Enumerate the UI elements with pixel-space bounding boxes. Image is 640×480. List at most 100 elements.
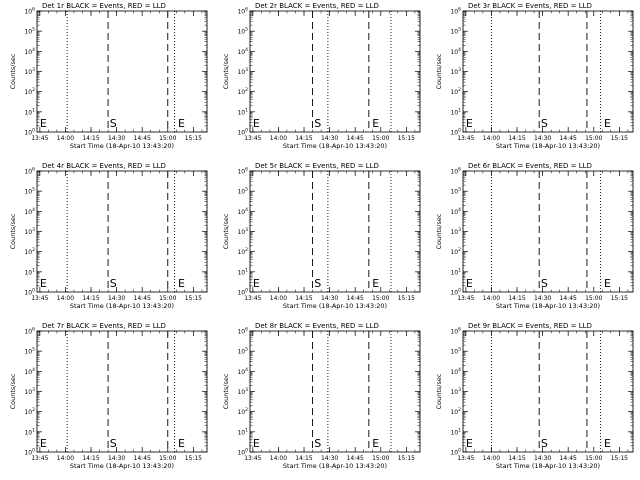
x-tick-label: 14:45	[347, 455, 364, 462]
marker-s-label: S	[110, 437, 117, 450]
marker-e-label: E	[178, 437, 185, 450]
panel-det-2: Det 2r BLACK = Events, RED = LLD 100 101 10…	[222, 2, 421, 150]
x-tick-label: 15:15	[398, 295, 415, 302]
marker-e-label: E	[604, 117, 611, 130]
x-axis-label: Start Time (18-Apr-10 13:43:20)	[70, 142, 174, 150]
x-tick-label: 14:00	[483, 455, 500, 462]
panel-title: Det 4r BLACK = Events, RED = LLD	[42, 162, 166, 170]
y-axis-label: Counts/sec	[222, 53, 230, 89]
x-tick-label: 14:30	[534, 295, 551, 302]
y-axis-label: Counts/sec	[222, 373, 230, 409]
y-tick-label: 104	[24, 47, 35, 56]
y-tick-label: 104	[450, 367, 461, 376]
y-tick-label: 101	[24, 107, 35, 116]
marker-e-label: E	[40, 117, 47, 130]
marker-s-label: S	[541, 117, 548, 130]
y-tick-label: 100	[237, 128, 248, 137]
y-tick-label: 101	[24, 267, 35, 276]
x-tick-label: 13:45	[244, 295, 261, 302]
x-tick-label: 13:45	[457, 295, 474, 302]
y-axis-label: Counts/sec	[9, 213, 17, 249]
x-axis-label: Start Time (18-Apr-10 13:43:20)	[70, 302, 174, 310]
marker-e-label: E	[466, 117, 473, 130]
y-tick-label: 104	[237, 47, 248, 56]
plot-frame	[249, 10, 421, 133]
x-tick-label: 15:00	[585, 135, 602, 142]
x-axis-label: Start Time (18-Apr-10 13:43:20)	[70, 462, 174, 470]
marker-s-label: S	[541, 437, 548, 450]
marker-e-label: E	[372, 277, 379, 290]
y-tick-label: 104	[450, 207, 461, 216]
y-tick-label: 106	[237, 7, 248, 16]
marker-e-label: E	[253, 437, 260, 450]
y-tick-label: 100	[237, 288, 248, 297]
marker-s-label: S	[314, 277, 321, 290]
y-tick-label: 105	[237, 27, 248, 36]
marker-e-label: E	[253, 277, 260, 290]
plot-frame	[249, 330, 421, 453]
x-tick-label: 14:45	[347, 295, 364, 302]
x-axis-label: Start Time (18-Apr-10 13:43:20)	[283, 142, 387, 150]
x-axis-label: Start Time (18-Apr-10 13:43:20)	[496, 302, 600, 310]
panel-det-9: Det 9r BLACK = Events, RED = LLD 100 101 10…	[435, 322, 634, 470]
x-tick-label: 15:00	[372, 135, 389, 142]
x-tick-label: 15:00	[585, 295, 602, 302]
panel-title: Det 6r BLACK = Events, RED = LLD	[468, 162, 592, 170]
marker-s-label: S	[314, 117, 321, 130]
x-tick-label: 15:00	[585, 455, 602, 462]
y-tick-label: 105	[237, 347, 248, 356]
panel-det-5: Det 5r BLACK = Events, RED = LLD 100 101 10…	[222, 162, 421, 310]
x-tick-label: 14:15	[82, 455, 99, 462]
y-tick-label: 106	[237, 167, 248, 176]
x-tick-label: 13:45	[457, 135, 474, 142]
marker-s-label: S	[314, 437, 321, 450]
x-tick-label: 14:30	[321, 295, 338, 302]
marker-e-label: E	[40, 437, 47, 450]
x-tick-label: 15:00	[159, 295, 176, 302]
y-tick-label: 100	[24, 448, 35, 457]
y-tick-label: 104	[237, 367, 248, 376]
y-tick-label: 101	[237, 427, 248, 436]
marker-e-label: E	[178, 277, 185, 290]
x-tick-label: 14:15	[508, 295, 525, 302]
x-axis-label: Start Time (18-Apr-10 13:43:20)	[496, 462, 600, 470]
y-tick-label: 106	[24, 327, 35, 336]
y-tick-label: 103	[24, 387, 35, 396]
x-tick-label: 13:45	[31, 455, 48, 462]
y-tick-label: 100	[24, 288, 35, 297]
x-tick-label: 15:15	[611, 135, 628, 142]
y-tick-label: 103	[24, 67, 35, 76]
y-tick-label: 106	[237, 327, 248, 336]
x-tick-label: 14:30	[534, 455, 551, 462]
x-tick-label: 15:00	[159, 455, 176, 462]
y-tick-label: 101	[237, 107, 248, 116]
y-tick-label: 103	[450, 67, 461, 76]
y-tick-label: 106	[450, 167, 461, 176]
x-axis-label: Start Time (18-Apr-10 13:43:20)	[496, 142, 600, 150]
y-tick-label: 102	[237, 407, 248, 416]
y-tick-label: 102	[24, 247, 35, 256]
x-tick-label: 14:30	[108, 135, 125, 142]
y-tick-label: 102	[24, 407, 35, 416]
x-tick-label: 14:15	[295, 295, 312, 302]
x-tick-label: 13:45	[457, 455, 474, 462]
x-tick-label: 14:30	[108, 455, 125, 462]
x-tick-label: 13:45	[31, 135, 48, 142]
x-tick-label: 14:45	[134, 135, 151, 142]
x-axis-label: Start Time (18-Apr-10 13:43:20)	[283, 302, 387, 310]
y-tick-label: 106	[24, 167, 35, 176]
y-tick-label: 103	[450, 227, 461, 236]
y-tick-label: 103	[237, 227, 248, 236]
x-tick-label: 15:00	[159, 135, 176, 142]
y-tick-label: 102	[237, 87, 248, 96]
panel-det-4: Det 4r BLACK = Events, RED = LLD 100 101 10…	[9, 162, 208, 310]
y-tick-label: 104	[24, 367, 35, 376]
y-tick-label: 102	[450, 247, 461, 256]
y-tick-label: 101	[450, 267, 461, 276]
marker-s-label: S	[110, 117, 117, 130]
panel-title: Det 8r BLACK = Events, RED = LLD	[255, 322, 379, 330]
x-tick-label: 14:15	[295, 455, 312, 462]
y-tick-label: 100	[450, 128, 461, 137]
plot-frame	[462, 170, 634, 293]
